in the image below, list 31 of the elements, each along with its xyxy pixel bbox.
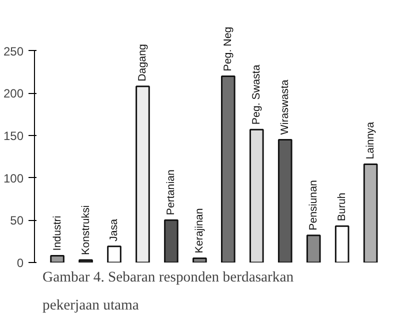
x-tick-label: Wiraswasta (279, 80, 292, 135)
y-tick-label: 0 (16, 256, 24, 270)
y-tick-label: 150 (3, 129, 24, 143)
bar (136, 86, 150, 262)
x-tick-label: Buruh (336, 192, 348, 222)
x-tick-label: Peg. Swasta (250, 64, 263, 125)
x-tick-label: Pensiunan (308, 180, 320, 230)
bar (363, 164, 378, 262)
x-tick-label: Lainnya (364, 122, 377, 160)
y-tick-label: 200 (3, 86, 24, 101)
x-tick-label: Pertanian (165, 169, 178, 216)
y-tick-label: 250 (3, 44, 24, 58)
x-tick-label: Konstruksi (80, 205, 92, 255)
x-tick-label: Peg. Neg (222, 26, 234, 72)
bar (221, 75, 236, 262)
bar (107, 246, 122, 262)
y-tick-label: 50 (10, 214, 24, 228)
bar (50, 254, 64, 262)
bar (249, 128, 264, 262)
bar (192, 258, 207, 262)
x-tick-label: Dagang (136, 44, 149, 82)
bar (278, 138, 292, 262)
bar (334, 225, 350, 262)
x-tick-label: Industri (51, 216, 64, 251)
bar (78, 259, 93, 262)
text: Gambar 4. Sebaran responden berdasarkan pekerjaan utama (42, 270, 294, 314)
y-tick-label: 100 (3, 171, 24, 186)
bar (164, 219, 178, 262)
x-tick-label: Kerajinan (194, 208, 206, 254)
x-tick-label: Jasa (108, 218, 120, 242)
bar (306, 234, 321, 262)
